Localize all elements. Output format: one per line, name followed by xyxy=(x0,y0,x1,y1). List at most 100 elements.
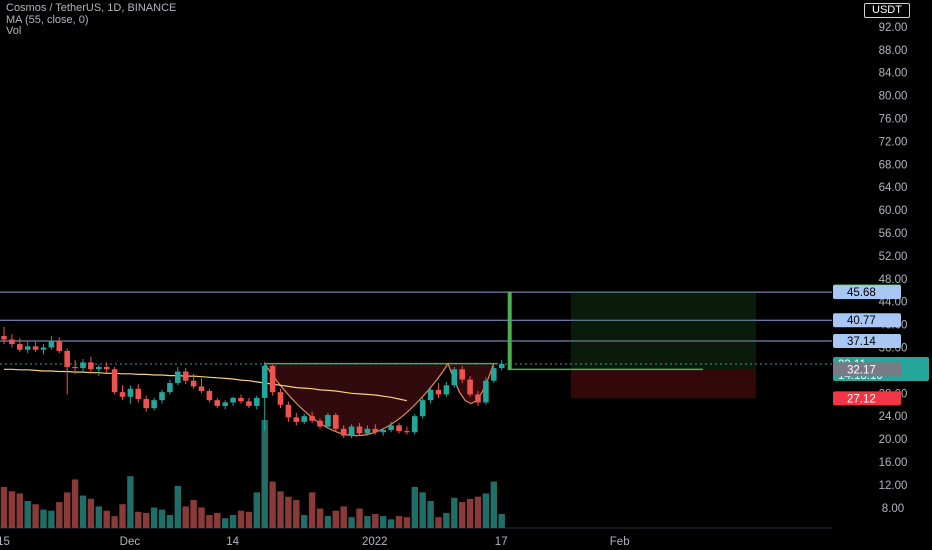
candle-body xyxy=(348,426,355,436)
candle-body xyxy=(254,397,260,406)
candle xyxy=(396,423,402,434)
candle-body xyxy=(1,336,7,340)
candle xyxy=(96,364,102,377)
candle xyxy=(238,394,244,404)
level-price-tag: 40.77 xyxy=(833,313,901,328)
level-price-tag-text: 45.68 xyxy=(847,287,876,299)
candle-body xyxy=(491,368,497,381)
candle-body xyxy=(498,364,505,369)
candle-body xyxy=(80,362,86,369)
volume-indicator-label[interactable]: Vol xyxy=(6,25,22,37)
currency-badge[interactable]: USDT xyxy=(864,3,910,18)
volume-bar xyxy=(71,479,79,528)
volume-bar xyxy=(277,491,284,528)
volume-bar xyxy=(474,496,482,528)
volume-bar xyxy=(32,504,39,528)
x-tick-label: 15 xyxy=(0,536,10,548)
candle xyxy=(388,421,394,433)
candle xyxy=(40,344,47,355)
candle xyxy=(348,424,355,438)
candle xyxy=(483,377,489,405)
stop-price-tag: 27.12 xyxy=(833,391,901,406)
y-tick-label: 60.00 xyxy=(879,205,908,217)
volume-bar xyxy=(111,516,118,528)
ma-indicator-label[interactable]: MA (55, close, 0) xyxy=(6,13,89,26)
candle xyxy=(301,413,307,425)
volume-bar xyxy=(332,510,339,528)
y-tick-label: 80.00 xyxy=(879,91,908,103)
candle-body xyxy=(40,347,47,350)
candle-body xyxy=(167,382,173,393)
candle xyxy=(364,425,371,436)
candle xyxy=(427,387,434,404)
candle xyxy=(404,426,410,435)
x-tick-label: Dec xyxy=(120,536,141,548)
candle-body xyxy=(364,428,371,434)
volume-bar xyxy=(466,498,474,528)
x-tick-label: 14 xyxy=(226,536,239,548)
volume-bar xyxy=(24,501,31,528)
y-tick-label: 52.00 xyxy=(879,251,908,263)
volume-bar xyxy=(301,515,308,528)
candle xyxy=(435,382,442,398)
candle-body xyxy=(404,431,410,433)
volume-bar xyxy=(222,518,229,528)
candle-body xyxy=(451,369,458,386)
y-tick-label: 8.00 xyxy=(882,503,904,515)
candle xyxy=(261,363,268,432)
volume-bar xyxy=(356,508,363,528)
candle-body xyxy=(277,392,284,405)
candle-body xyxy=(32,346,39,350)
candle xyxy=(333,412,339,432)
candle-body xyxy=(246,401,252,406)
candle-body xyxy=(467,379,473,395)
candle-body xyxy=(285,404,292,418)
candle xyxy=(467,376,473,397)
volume-bar xyxy=(48,510,55,528)
candle-body xyxy=(388,425,394,430)
candle-body xyxy=(214,400,221,406)
volume-bar xyxy=(190,499,197,528)
candle-body xyxy=(198,386,205,392)
candle xyxy=(380,427,386,436)
y-tick-label: 16.00 xyxy=(879,457,908,469)
volume-bar xyxy=(229,515,237,528)
candle-body xyxy=(96,366,102,370)
volume-bar xyxy=(56,502,63,528)
level-price-tag-bg xyxy=(833,313,901,328)
candle-body xyxy=(143,399,149,409)
y-tick-label: 64.00 xyxy=(879,182,908,194)
candle-body xyxy=(340,428,347,436)
candle-body xyxy=(238,397,244,402)
volume-bar xyxy=(143,512,150,528)
y-tick-label: 88.00 xyxy=(879,45,908,57)
y-tick-label: 48.00 xyxy=(879,274,908,286)
stop-price-tag-text: 27.12 xyxy=(847,393,876,405)
candle-body xyxy=(48,340,55,348)
volume-bar xyxy=(95,506,102,528)
candle xyxy=(285,401,292,422)
candle xyxy=(230,396,236,406)
volume-bar xyxy=(348,517,355,528)
candle xyxy=(190,373,197,389)
y-tick-label: 84.00 xyxy=(879,68,908,80)
volume-bar xyxy=(206,515,213,528)
level-price-tag-bg xyxy=(833,333,901,348)
volume-bar xyxy=(214,512,221,528)
position-stop-zone xyxy=(571,369,756,399)
volume-bar xyxy=(435,517,442,528)
candle-body xyxy=(111,369,118,393)
candle-body xyxy=(206,391,213,401)
symbol-title[interactable]: Cosmos / TetherUS, 1D, BINANCE xyxy=(6,2,177,14)
candle xyxy=(451,366,458,388)
volume-bar xyxy=(40,509,47,528)
candle-body xyxy=(230,397,236,403)
candle-body xyxy=(317,420,323,427)
volume-bar xyxy=(253,492,260,528)
candle xyxy=(64,348,70,395)
candle-body xyxy=(9,339,15,345)
candle xyxy=(372,424,379,435)
volume-bar xyxy=(245,511,253,528)
position-target-zone xyxy=(571,291,756,370)
